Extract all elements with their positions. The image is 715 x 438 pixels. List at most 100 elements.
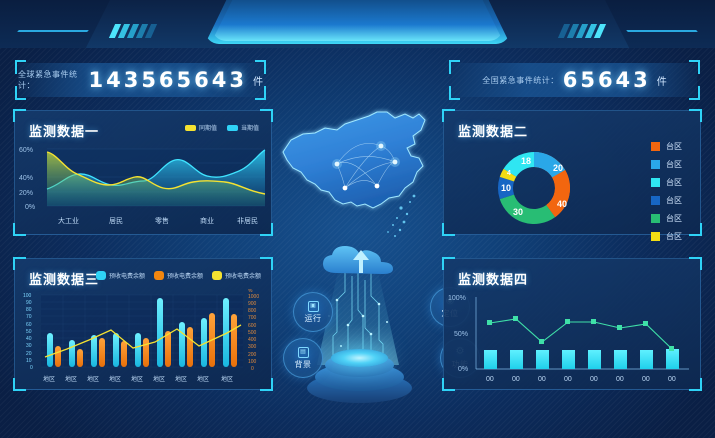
x-label-3: 商业 xyxy=(200,216,214,225)
svg-text:90: 90 xyxy=(26,300,32,306)
donut-label-30: 30 xyxy=(513,207,523,217)
svg-text:00: 00 xyxy=(538,376,546,383)
svg-text:200: 200 xyxy=(248,352,257,358)
panel4-trend-markers xyxy=(487,316,674,351)
legend-label-current-period: 当期值 xyxy=(240,126,259,132)
china-map-svg[interactable] xyxy=(273,100,448,240)
svg-text:40%: 40% xyxy=(19,175,33,182)
svg-text:0%: 0% xyxy=(25,204,35,211)
panel1-legend: 同期值 当期值 xyxy=(184,123,259,132)
panel4-title: 监测数据四 xyxy=(458,272,529,287)
svg-text:地区: 地区 xyxy=(197,375,209,383)
legend-label-4: 台区 xyxy=(666,214,682,223)
svg-text:0: 0 xyxy=(30,365,33,371)
panel3-trend-line xyxy=(44,324,242,358)
legend-swatch-cyan xyxy=(226,124,238,131)
national-counter-unit: 件 xyxy=(656,76,667,88)
panel1-title: 监测数据一 xyxy=(29,124,100,139)
legend-swatch-green xyxy=(651,214,660,223)
panel4-chart: 100% 50% 0% xyxy=(444,289,700,389)
svg-text:40: 40 xyxy=(26,336,32,342)
national-counter-label: 全国紧急事件统计： xyxy=(482,75,559,85)
svg-text:0%: 0% xyxy=(458,366,468,373)
donut-label-18: 18 xyxy=(521,156,531,166)
legend-swatch-yellow xyxy=(184,124,196,131)
svg-text:00: 00 xyxy=(642,376,650,383)
legend-label-3: 台区 xyxy=(666,196,682,205)
legend-label-0: 预收电费余额 xyxy=(108,274,145,280)
series-line-current xyxy=(46,149,266,190)
legend-swatch-darkblue xyxy=(651,196,660,205)
legend-label-2: 预收电费余额 xyxy=(224,274,261,280)
donut-legend-item: 台区 xyxy=(651,195,682,206)
panel2-legend: 台区 台区 台区 台区 台区 台区 xyxy=(651,141,682,242)
x-label-4: 非居民 xyxy=(237,216,258,225)
svg-text:00: 00 xyxy=(590,376,598,383)
x-label-2: 零售 xyxy=(155,216,169,225)
svg-text:50: 50 xyxy=(26,329,32,335)
svg-text:60%: 60% xyxy=(19,147,33,154)
svg-text:地区: 地区 xyxy=(109,375,121,383)
legend-label-0: 台区 xyxy=(666,142,682,151)
donut-slice-40b xyxy=(546,170,571,218)
donut-rings: 20 40 30 10 4 18 xyxy=(497,152,571,225)
donut-slice-4 xyxy=(499,168,517,182)
area-chart-svg: 60% 40% 20% 0% 大工业 居民 零售 商业 非居民 xyxy=(19,147,266,225)
panel-monitor-data-three: 监测数据三 预收电费余额 预收电费余额 预收电费余额 xyxy=(13,257,273,391)
global-counter-unit: 件 xyxy=(253,76,263,88)
legend-label-2: 台区 xyxy=(666,178,682,187)
svg-text:地区: 地区 xyxy=(131,375,143,383)
china-map[interactable] xyxy=(273,100,448,240)
svg-text:700: 700 xyxy=(248,315,257,321)
map-connection-arcs xyxy=(336,143,396,189)
svg-text:400: 400 xyxy=(248,337,257,343)
panel3-y-axis-right: % 1000 900 800 700 600 500 400 300 200 1… xyxy=(248,288,259,372)
donut-label-4: 4 xyxy=(507,170,511,177)
svg-text:100: 100 xyxy=(248,359,257,365)
svg-text:地区: 地区 xyxy=(153,375,165,383)
svg-text:100%: 100% xyxy=(448,295,466,302)
svg-text:地区: 地区 xyxy=(87,375,99,383)
svg-text:60: 60 xyxy=(26,322,32,328)
legend-label-1: 预收电费余额 xyxy=(166,274,203,280)
svg-text:900: 900 xyxy=(248,301,257,307)
legend-swatch-cyan xyxy=(651,178,660,187)
donut-label-10: 10 xyxy=(501,183,511,193)
panel-monitor-data-one: 监测数据一 同期值 当期值 xyxy=(13,109,273,236)
control-button-background-label: 背景 xyxy=(294,359,312,369)
control-button-background[interactable]: ▤ 背景 xyxy=(283,338,323,378)
pedestal xyxy=(307,347,412,407)
legend-swatch-orange xyxy=(153,271,164,280)
panel3-x-axis: 地区 地区 地区 地区 地区 地区 地区 地区 地区 xyxy=(43,375,233,383)
donut-label-40: 40 xyxy=(557,199,567,209)
svg-text:地区: 地区 xyxy=(175,375,187,383)
donut-legend-item: 台区 xyxy=(651,231,682,242)
panel-monitor-data-two: 监测数据二 xyxy=(442,109,702,241)
panel-monitor-data-four: 监测数据四 100% 50% 0% xyxy=(442,257,702,391)
donut-chart-svg: 20 40 30 10 4 18 xyxy=(497,152,571,225)
svg-text:600: 600 xyxy=(248,323,257,329)
national-counter-value: 65643 xyxy=(562,68,651,92)
global-counter-label: 全球紧急事件统计： xyxy=(18,70,78,90)
control-button-run[interactable]: ▣ 运行 xyxy=(293,292,333,332)
header-stripes-left xyxy=(108,24,158,38)
panel3-bars xyxy=(47,298,237,367)
svg-text:地区: 地区 xyxy=(221,375,233,383)
donut-label-20: 20 xyxy=(553,163,563,173)
svg-text:100: 100 xyxy=(23,293,32,299)
panel3-legend: 预收电费余额 预收电费余额 预收电费余额 xyxy=(95,271,261,280)
header-stripes-right xyxy=(557,24,607,38)
x-label-1: 居民 xyxy=(109,217,123,225)
legend-item-prepaid-yellow: 预收电费余额 xyxy=(211,271,261,280)
svg-text:10: 10 xyxy=(26,358,32,364)
svg-text:20: 20 xyxy=(26,351,32,357)
donut-slice-10 xyxy=(497,176,515,200)
panel4-bars xyxy=(484,349,679,369)
legend-swatch-yellow xyxy=(211,271,222,280)
svg-text:500: 500 xyxy=(248,330,257,336)
svg-text:300: 300 xyxy=(248,344,257,350)
donut-legend-item: 台区 xyxy=(651,177,682,188)
svg-text:50%: 50% xyxy=(454,331,468,338)
control-button-run-label: 运行 xyxy=(304,313,322,323)
panel1-x-axis: 大工业 居民 零售 商业 非居民 xyxy=(58,216,258,225)
